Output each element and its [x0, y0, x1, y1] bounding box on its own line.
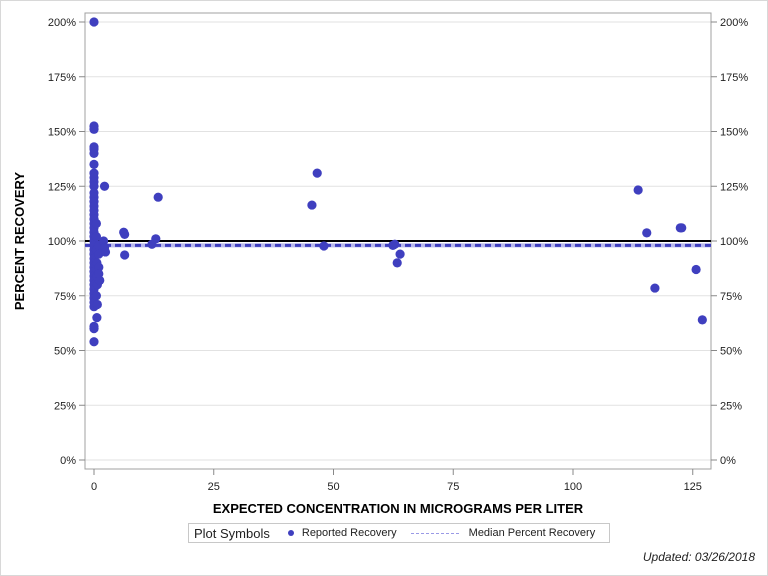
x-tick-label: 100 — [564, 481, 582, 493]
data-point — [91, 218, 101, 229]
y-tick-label: 100% — [48, 236, 76, 248]
data-point — [395, 249, 405, 259]
data-point — [642, 228, 652, 238]
data-point — [691, 264, 701, 275]
legend: Plot Symbols Reported Recovery Median Pe… — [188, 523, 610, 543]
x-tick-label: 0 — [91, 481, 97, 493]
y2-tick-label: 150% — [720, 127, 748, 139]
data-point — [91, 232, 101, 242]
x-tick-label: 25 — [208, 481, 220, 493]
data-point — [120, 250, 130, 260]
median-line-dash-icon — [410, 532, 459, 534]
data-point — [89, 124, 99, 134]
data-point — [99, 181, 110, 191]
y-tick-label: 50% — [54, 346, 76, 358]
data-point — [91, 291, 101, 301]
x-axis: 0 25 50 75 100 125 — [91, 469, 702, 493]
data-point — [89, 324, 99, 334]
data-point — [92, 313, 102, 323]
data-point — [120, 229, 130, 240]
y2-tick-label: 25% — [720, 400, 742, 412]
data-point — [94, 262, 104, 272]
updated-timestamp: Updated: 03/26/2018 — [642, 550, 755, 564]
x-axis-title: EXPECTED CONCENTRATION IN MICROGRAMS PER… — [213, 501, 584, 516]
legend-title: Plot Symbols — [194, 525, 270, 541]
y2-tick-label: 175% — [720, 72, 748, 84]
data-point — [319, 241, 329, 251]
data-point — [390, 239, 400, 249]
data-point — [392, 258, 402, 268]
y-axis-left: 0% 25% 50% 75% 100% 125% 150% 175% 200% — [48, 17, 85, 467]
legend-entry-median-percent-recovery: Median Percent Recovery — [468, 527, 596, 539]
data-point — [633, 185, 643, 195]
x-tick-label: 75 — [447, 481, 459, 493]
x-tick-label: 125 — [684, 481, 702, 493]
data-point — [92, 299, 102, 310]
y2-tick-label: 75% — [720, 291, 742, 303]
data-point — [307, 200, 317, 210]
data-point — [89, 337, 99, 347]
data-point — [89, 17, 99, 27]
data-point — [95, 275, 105, 286]
y-tick-label: 150% — [48, 127, 76, 139]
data-point — [89, 181, 99, 191]
reported-recovery-points — [89, 17, 707, 347]
data-point — [312, 168, 322, 178]
x-tick-label: 50 — [327, 481, 339, 493]
reported-recovery-marker-icon — [287, 530, 294, 536]
y-axis-title: PERCENT RECOVERY — [12, 172, 27, 311]
data-point — [89, 148, 99, 158]
data-point — [677, 223, 687, 233]
y-tick-label: 200% — [48, 17, 76, 29]
y-tick-label: 25% — [54, 400, 76, 412]
y2-tick-label: 0% — [720, 455, 736, 467]
data-point — [100, 247, 111, 257]
y-axis-right: 0% 25% 50% 75% 100% 125% 150% 175% 200% — [711, 17, 748, 467]
legend-entry-reported-recovery: Reported Recovery — [301, 527, 397, 539]
data-point — [650, 283, 660, 293]
y-tick-label: 0% — [60, 455, 76, 467]
y2-tick-label: 200% — [720, 17, 748, 29]
y-tick-label: 125% — [48, 181, 76, 193]
y-tick-label: 175% — [48, 72, 76, 84]
y2-tick-label: 125% — [720, 181, 748, 193]
y2-tick-label: 100% — [720, 236, 748, 248]
y-tick-label: 75% — [54, 291, 76, 303]
y2-tick-label: 50% — [720, 346, 742, 358]
data-point — [153, 192, 163, 202]
data-point — [697, 315, 707, 325]
data-point — [151, 234, 161, 244]
data-point — [89, 159, 99, 169]
